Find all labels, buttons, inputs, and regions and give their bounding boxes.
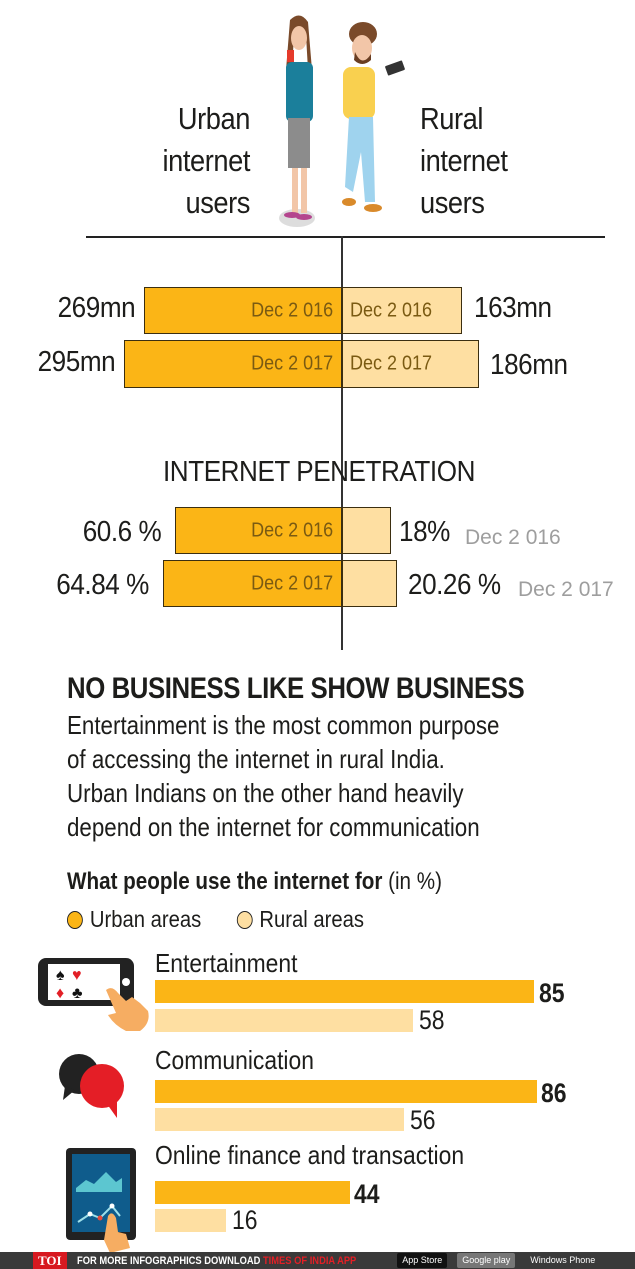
description-line: Urban Indians on the other hand heavily [67,778,464,808]
urban-heading-line2: internet [162,143,251,178]
speech-bubbles-icon [55,1048,135,1118]
urban-bar-communication [155,1080,537,1103]
bar-date-label: Dec 2 017 [350,352,433,375]
urban-bar-entertainment [155,980,534,1003]
story-title: NO BUSINESS LIKE SHOW BUSINESS [67,672,525,705]
urban-bar-2016: Dec 2 016 [144,287,342,334]
rural-value-communication: 56 [410,1105,436,1135]
svg-text:♣: ♣ [72,985,83,1002]
rural-bar-entertainment [155,1009,413,1032]
rural-penetration-2016 [342,507,391,554]
legend-rural-label: Rural areas [259,906,364,932]
urban-heading-line1: Urban [177,101,251,136]
urban-value-finance: 44 [354,1179,380,1209]
urban-value-2016: 269mn [57,292,135,324]
rural-users-heading: Rural internet users [420,98,570,224]
usage-subtitle-unit: (in %) [382,868,443,895]
urban-bar-finance [155,1181,350,1204]
rural-value-entertainment: 58 [419,1005,445,1035]
bar-date-label: Dec 2 016 [250,299,333,321]
rural-penetration-date-2016: Dec 2 016 [465,526,561,549]
story-description: Entertainment is the most common purpose… [67,708,570,844]
category-label-entertainment: Entertainment [155,948,298,978]
description-line: Entertainment is the most common purpose [67,710,500,740]
rural-value-2016: 163mn [474,292,552,324]
bar-date-label: Dec 2 017 [250,352,333,375]
man-illustration [335,12,415,222]
footer-app-name: TIMES OF INDIA APP [262,1254,356,1267]
footer-text: FOR MORE INFOGRAPHICS DOWNLOAD TIMES OF … [77,1255,356,1267]
legend-urban-label: Urban areas [89,906,202,932]
urban-value-entertainment: 85 [539,978,565,1008]
urban-value-2017: 295mn [37,346,115,378]
description-line: depend on the internet for communication [67,812,480,842]
rural-penetration-2017 [342,560,397,607]
penetration-title: INTERNET PENETRATION [163,456,475,488]
urban-penetration-value-2016: 60.6 % [82,516,161,548]
header-divider [86,236,605,238]
usage-subtitle: What people use the internet for (in %) [67,868,442,896]
bar-date-label: Dec 2 016 [350,299,433,321]
footer-banner: TOI FOR MORE INFOGRAPHICS DOWNLOAD TIMES… [0,1252,635,1269]
woman-illustration [270,10,330,230]
app-store-badge[interactable]: App Store [397,1253,448,1268]
urban-penetration-2016: Dec 2 016 [175,507,342,554]
rural-heading-line3: users [420,185,485,220]
rural-penetration-value-2017: 20.26 % [408,569,501,601]
urban-value-communication: 86 [541,1078,567,1108]
google-play-badge[interactable]: Google play [457,1253,516,1268]
footer-promo: FOR MORE INFOGRAPHICS DOWNLOAD [76,1254,263,1267]
urban-penetration-2017: Dec 2 017 [163,560,342,607]
urban-bar-2017: Dec 2 017 [124,340,342,388]
center-axis [341,236,343,650]
rural-penetration-2016-group: 18% [399,516,456,549]
smartphone-cards-icon: ♠ ♥ ♦ ♣ [36,955,156,1035]
legend-rural-swatch [236,910,253,929]
legend-urban-swatch [67,910,83,929]
description-line: of accessing the internet in rural India… [67,744,445,774]
rural-bar-communication [155,1108,404,1131]
urban-users-heading: Urban internet users [100,98,251,224]
rural-heading-line1: Rural [420,101,484,136]
bar-date-label: Dec 2 017 [250,572,333,594]
category-label-communication: Communication [155,1045,314,1075]
rural-value-finance: 16 [232,1205,258,1235]
rural-penetration-value-2016: 18% [399,516,450,548]
rural-heading-line2: internet [420,143,508,178]
svg-text:♦: ♦ [56,985,64,1002]
bar-date-label: Dec 2 016 [250,519,333,541]
legend: Urban areas Rural areas [67,906,364,933]
svg-text:♥: ♥ [72,967,82,984]
rural-bar-2017: Dec 2 017 [342,340,479,388]
usage-subtitle-bold: What people use the internet for [67,868,383,895]
urban-heading-line3: users [185,185,250,220]
rural-bar-2016: Dec 2 016 [342,287,462,334]
tablet-chart-icon [66,1148,146,1253]
rural-value-2017: 186mn [490,349,568,381]
toi-logo: TOI [33,1252,67,1269]
windows-phone-badge[interactable]: Windows Phone [525,1253,601,1268]
category-label-finance: Online finance and transaction [155,1140,465,1170]
rural-bar-finance [155,1209,226,1232]
rural-penetration-date-2017: Dec 2 017 [518,578,614,601]
svg-text:♠: ♠ [56,967,65,984]
urban-penetration-value-2017: 64.84 % [56,569,149,601]
